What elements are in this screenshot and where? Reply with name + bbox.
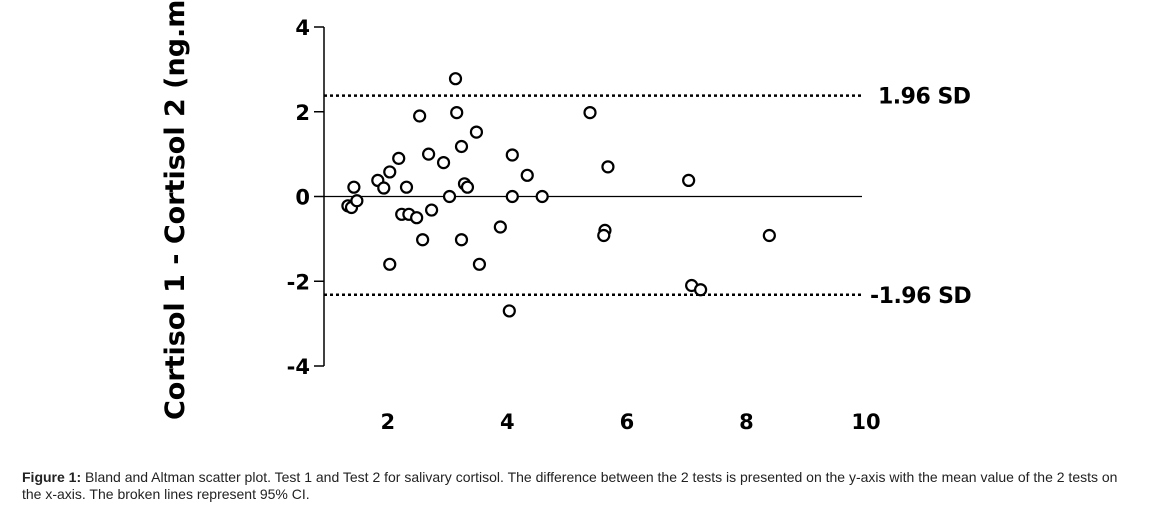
data-point	[454, 139, 469, 154]
data-point	[410, 211, 424, 225]
data-point	[583, 105, 597, 120]
y-tick-label: 0	[295, 186, 310, 210]
data-point	[377, 181, 391, 195]
data-point	[392, 151, 406, 165]
data-point	[413, 109, 427, 123]
caption-text: Bland and Altman scatter plot. Test 1 an…	[22, 469, 1118, 502]
reference-lines: 1.96 SD -1.96 SD	[324, 85, 972, 309]
y-tick-label: 4	[295, 16, 310, 40]
data-point	[460, 180, 475, 194]
data-point	[442, 189, 457, 204]
data-point	[469, 125, 484, 139]
data-point	[472, 257, 487, 271]
y-tick-label: -4	[287, 355, 310, 379]
x-tick-label: 6	[620, 410, 635, 434]
y-tick-label: -2	[287, 270, 310, 294]
data-point	[535, 189, 549, 204]
data-point	[682, 173, 696, 187]
bland-altman-chart: 4 2 0 -2 -4 2 4 6 8 10 1.96 SD -1.96 SD Cortisol 1…	[160, 0, 972, 434]
data-point	[422, 147, 436, 161]
y-axis-label: Cortisol 1 - Cortisol 2 (ng.ml)	[160, 0, 191, 420]
data-point	[454, 233, 469, 247]
ci-line-label: -1.96 SD	[870, 284, 971, 309]
x-tick-label: 4	[500, 410, 515, 434]
data-point	[597, 228, 611, 243]
data-point	[347, 180, 361, 194]
x-tick-label: 8	[739, 410, 754, 434]
data-point	[383, 165, 397, 179]
data-point	[505, 148, 519, 162]
figure-caption: Figure 1: Bland and Altman scatter plot.…	[22, 469, 1132, 503]
data-point	[520, 168, 534, 182]
data-point	[383, 257, 397, 271]
data-point	[436, 156, 451, 170]
data-point	[601, 160, 615, 174]
data-point	[450, 105, 464, 120]
y-tick-label: 2	[295, 101, 310, 125]
axis-labels: Cortisol 1 - Cortisol 2 (ng.ml)	[160, 0, 191, 420]
data-point	[762, 228, 776, 243]
data-point	[416, 233, 430, 247]
data-point	[350, 194, 364, 208]
data-point	[425, 203, 439, 217]
caption-label: Figure 1:	[22, 469, 82, 485]
data-point	[493, 220, 507, 234]
data-point	[505, 189, 519, 204]
data-point	[448, 72, 463, 86]
ci-line-label: 1.96 SD	[878, 85, 971, 110]
data-point	[399, 180, 414, 194]
x-tick-label: 10	[851, 410, 880, 434]
scatter-points	[341, 72, 776, 318]
data-point	[693, 283, 708, 297]
x-tick-label: 2	[380, 410, 395, 434]
axes: 4 2 0 -2 -4 2 4 6 8 10	[287, 16, 881, 434]
data-point	[502, 304, 516, 318]
